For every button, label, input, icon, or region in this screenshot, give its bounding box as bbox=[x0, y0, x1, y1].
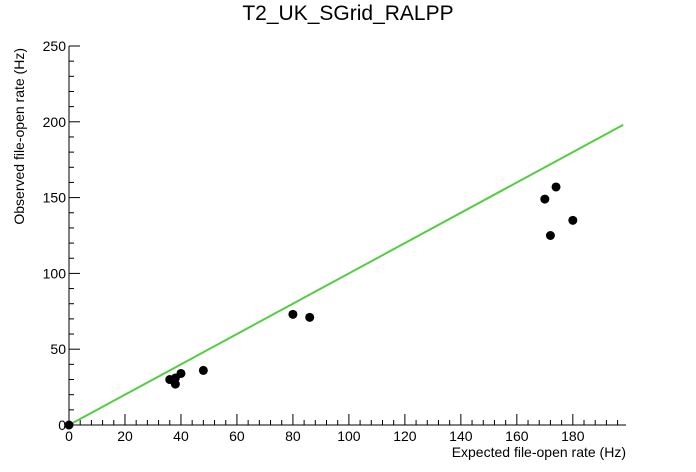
x-tick-label: 100 bbox=[337, 428, 361, 444]
x-tick-label: 160 bbox=[505, 428, 529, 444]
chart-title: T2_UK_SGrid_RALPP bbox=[242, 2, 454, 25]
y-tick-label: 100 bbox=[43, 265, 67, 281]
data-point bbox=[170, 379, 180, 389]
x-axis-ticks: 0 20 40 60 80 100 120 140 160 180 bbox=[65, 414, 619, 444]
data-point bbox=[305, 312, 315, 322]
y-axis-ticks: 0 50 100 150 200 250 bbox=[43, 38, 80, 433]
x-tick-label: 40 bbox=[173, 428, 189, 444]
y-tick-label: 250 bbox=[43, 38, 67, 54]
reference-line-group bbox=[68, 123, 624, 426]
data-point bbox=[198, 365, 208, 375]
x-tick-label: 180 bbox=[561, 428, 585, 444]
y-tick-label: 200 bbox=[43, 114, 67, 130]
x-tick-label: 120 bbox=[393, 428, 417, 444]
data-point bbox=[64, 420, 74, 430]
data-point bbox=[568, 215, 578, 225]
data-point bbox=[176, 368, 186, 378]
data-points bbox=[64, 182, 578, 430]
x-axis-label: Expected file-open rate (Hz) bbox=[452, 444, 626, 460]
x-tick-label: 140 bbox=[449, 428, 473, 444]
reference-line bbox=[68, 123, 624, 426]
y-tick-label: 150 bbox=[43, 190, 67, 206]
data-point bbox=[551, 182, 561, 192]
y-tick-label: 0 bbox=[58, 417, 66, 433]
x-tick-label: 20 bbox=[117, 428, 133, 444]
x-tick-label: 80 bbox=[285, 428, 301, 444]
y-tick-label: 50 bbox=[50, 341, 66, 357]
y-axis-label: Observed file-open rate (Hz) bbox=[11, 48, 27, 225]
data-point bbox=[288, 309, 298, 319]
x-tick-label: 0 bbox=[65, 428, 73, 444]
plot-frame bbox=[68, 46, 626, 426]
data-point bbox=[540, 194, 550, 204]
data-point bbox=[545, 231, 555, 240]
x-tick-label: 60 bbox=[229, 428, 245, 444]
